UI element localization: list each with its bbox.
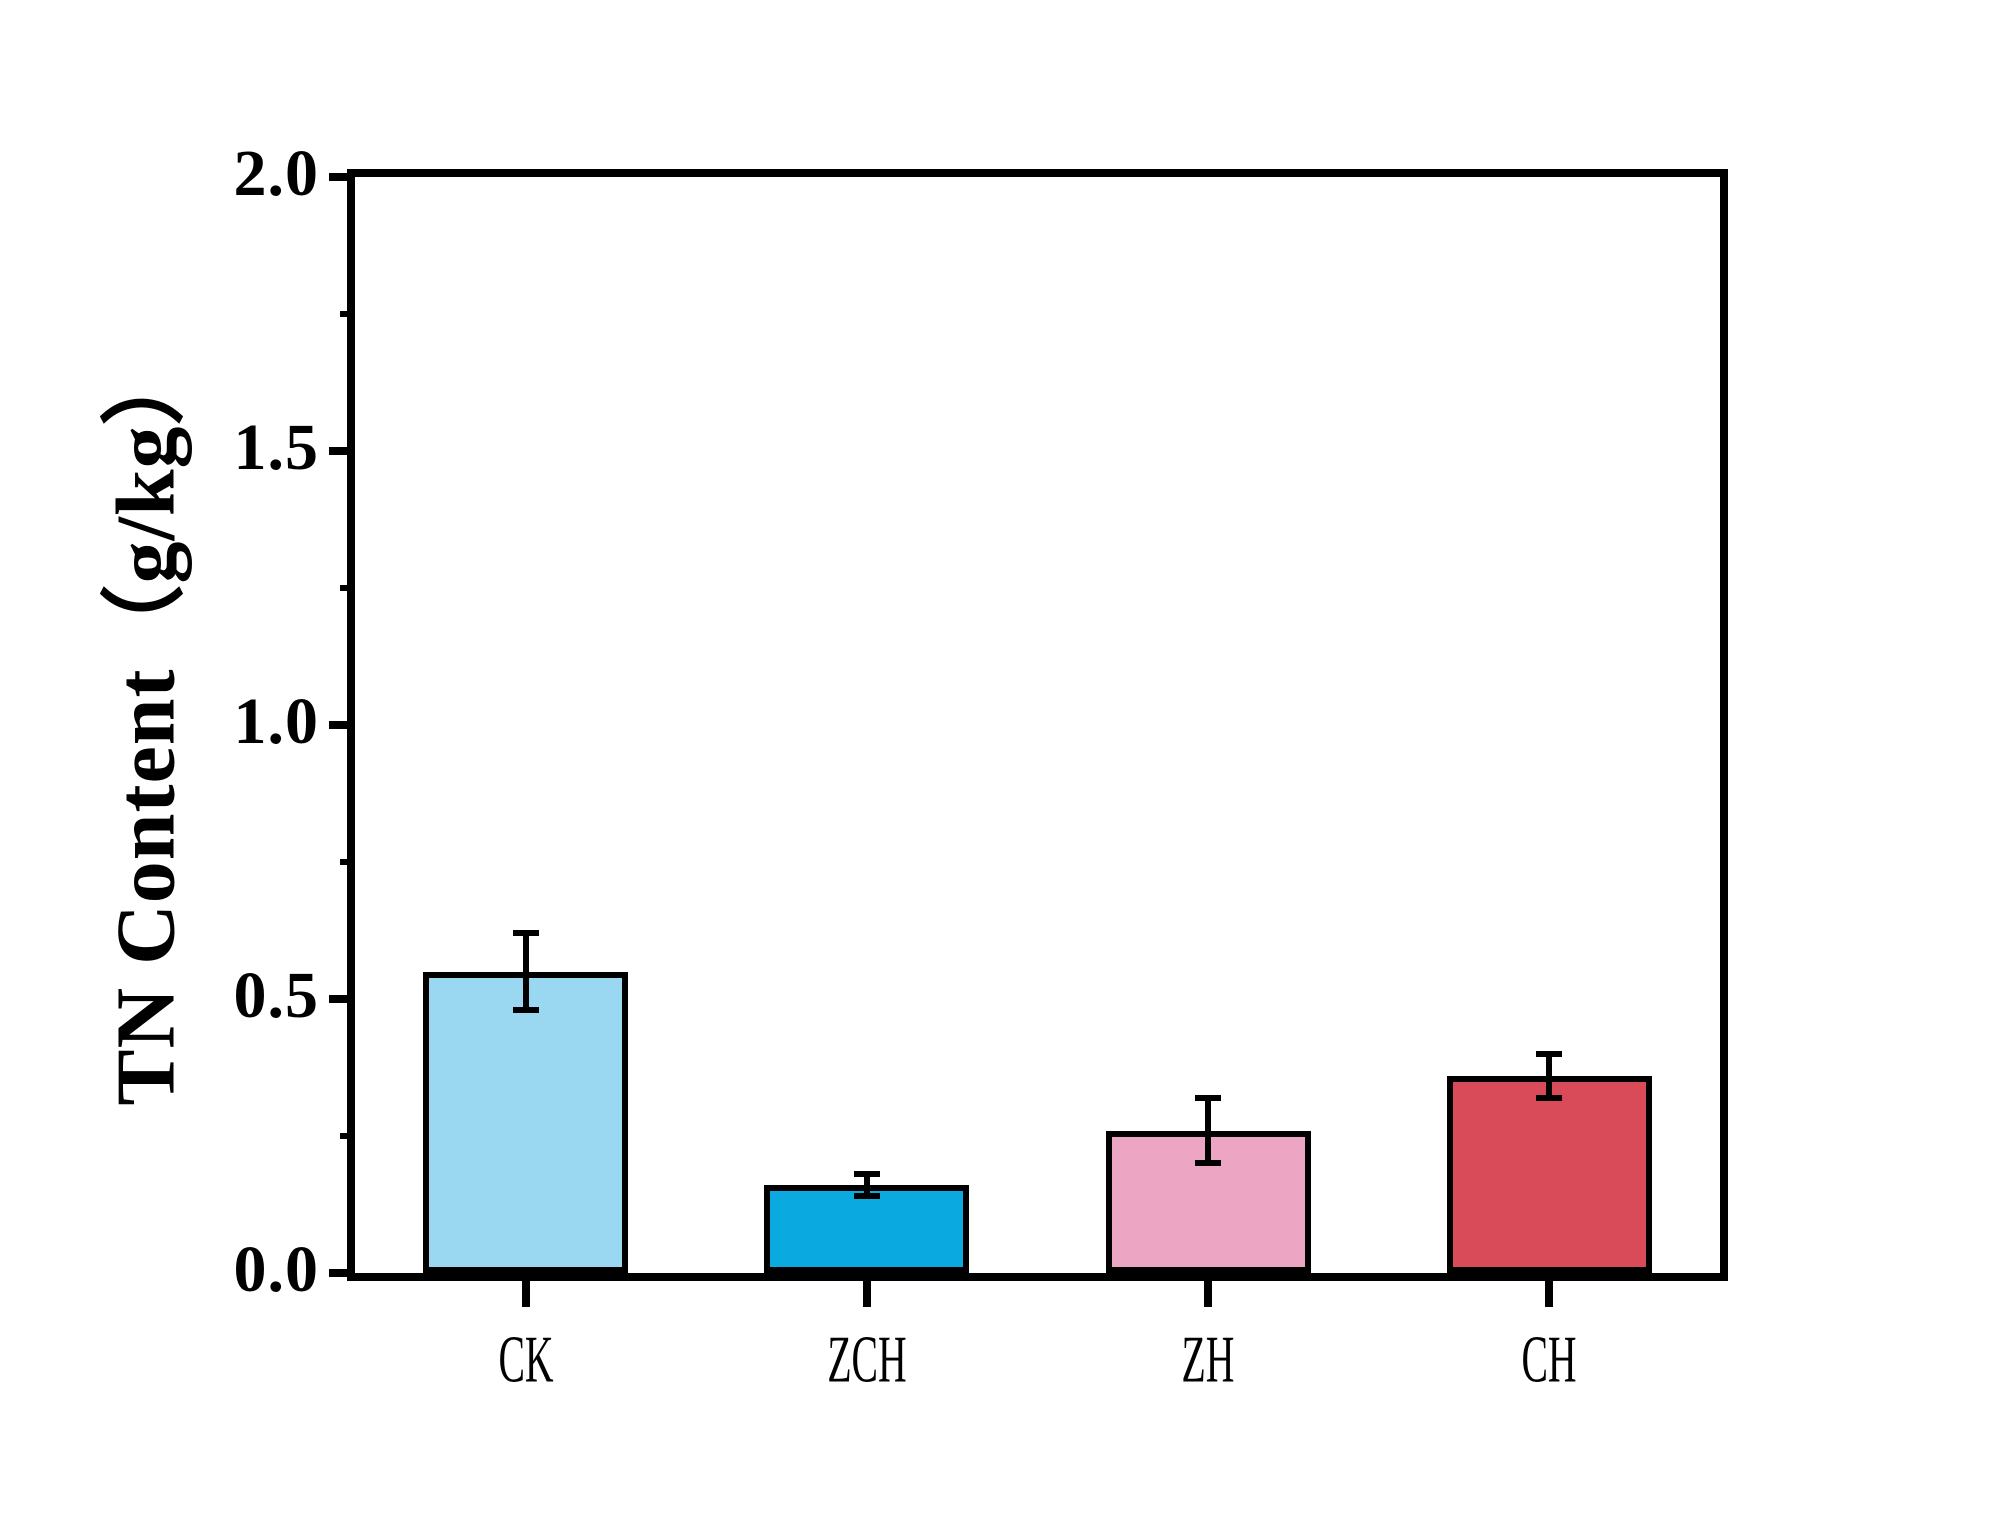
y-tick-label: 0.0 — [233, 1232, 319, 1306]
error-bar-cap-top-zch — [853, 1171, 880, 1178]
y-tick-label: 1.0 — [233, 684, 319, 758]
x-tick-label-text: CH — [1521, 1322, 1577, 1396]
y-minor-tick — [340, 1133, 355, 1139]
x-tick-ck — [521, 1279, 530, 1307]
x-tick-label-text: ZH — [1181, 1322, 1235, 1396]
x-tick-label-text: ZCH — [827, 1322, 907, 1396]
y-major-tick — [329, 447, 355, 455]
y-major-tick — [329, 721, 355, 729]
error-bar-cap-bottom-ch — [1536, 1094, 1563, 1101]
error-bar-cap-bottom-zh — [1195, 1160, 1222, 1167]
error-bar-cap-top-ch — [1536, 1050, 1563, 1057]
x-tick-ch — [1545, 1279, 1554, 1307]
x-tick-label-ck: CK — [481, 1321, 570, 1396]
x-tick-label-text: CK — [498, 1322, 554, 1396]
error-bar-cap-bottom-ck — [512, 1006, 539, 1013]
plot-area — [347, 169, 1728, 1281]
y-major-tick — [329, 173, 355, 181]
y-tick-label: 1.5 — [233, 410, 319, 484]
y-major-tick — [329, 995, 355, 1003]
y-minor-tick — [340, 311, 355, 317]
y-minor-tick — [340, 859, 355, 865]
error-bar-cap-bottom-zch — [853, 1193, 880, 1200]
error-bar-cap-top-ck — [512, 930, 539, 937]
y-major-tick — [329, 1269, 355, 1277]
bar-ch — [1446, 1075, 1652, 1273]
x-tick-label-zh: ZH — [1165, 1321, 1250, 1396]
x-tick-label-zch: ZCH — [803, 1321, 931, 1396]
y-tick-label: 0.5 — [233, 958, 319, 1032]
error-bar-line-ch — [1546, 1053, 1553, 1098]
y-tick-label: 2.0 — [233, 136, 319, 210]
x-tick-zh — [1204, 1279, 1213, 1307]
error-bar-line-zh — [1205, 1097, 1212, 1164]
error-bar-line-ck — [522, 933, 529, 1010]
x-tick-label-ch: CH — [1505, 1321, 1594, 1396]
x-tick-zch — [862, 1279, 871, 1307]
error-bar-cap-top-zh — [1195, 1094, 1222, 1101]
error-bar-line-zch — [863, 1174, 870, 1197]
y-minor-tick — [340, 585, 355, 591]
bar-ck — [423, 971, 629, 1273]
